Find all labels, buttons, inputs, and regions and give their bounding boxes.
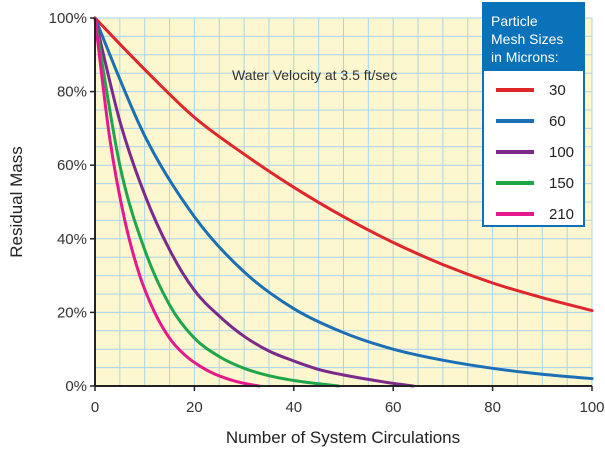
- series-line-100: [93, 16, 415, 388]
- y-tick-label: 20%: [57, 304, 87, 321]
- series-line-210: [93, 16, 261, 388]
- y-tick-label: 100%: [49, 10, 87, 27]
- legend-title-line-2: Mesh Sizes: [491, 31, 563, 47]
- series-layer: [93, 16, 594, 388]
- x-tick-label: 60: [385, 399, 402, 416]
- legend-label-150: 150: [549, 175, 574, 192]
- legend-label-210: 210: [549, 206, 574, 223]
- legend-title-line-3: in Microns:: [491, 49, 559, 65]
- legend-header: [483, 3, 584, 71]
- chart-annotation: Water Velocity at 3.5 ft/sec: [232, 67, 397, 83]
- y-tick-label: 0%: [65, 378, 87, 395]
- y-tick-label: 80%: [57, 84, 87, 101]
- legend: Particle Mesh Sizes in Microns: 30 60 100 1…: [482, 2, 585, 227]
- series-line-30: [93, 16, 594, 313]
- y-tick-labels: 0% 20% 40% 60% 80% 100%: [49, 10, 95, 395]
- series-line-60: [93, 16, 594, 381]
- series-line-150: [93, 16, 340, 388]
- x-tick-labels: 0 20 40 60 80 100: [91, 386, 605, 416]
- legend-label-100: 100: [549, 144, 574, 161]
- y-axis-title: Residual Mass: [7, 146, 26, 258]
- legend-label-60: 60: [549, 113, 566, 130]
- y-tick-label: 60%: [57, 157, 87, 174]
- x-tick-label: 80: [484, 399, 501, 416]
- legend-title-line-1: Particle: [491, 13, 538, 29]
- x-tick-label: 40: [285, 399, 302, 416]
- x-tick-label: 100: [579, 399, 604, 416]
- legend-items: 30 60 100 150 210: [496, 82, 574, 223]
- legend-label-30: 30: [549, 82, 566, 99]
- x-axis-title: Number of System Circulations: [226, 428, 460, 447]
- y-tick-label: 40%: [57, 231, 87, 248]
- x-tick-label: 20: [186, 399, 203, 416]
- x-tick-label: 0: [91, 399, 99, 416]
